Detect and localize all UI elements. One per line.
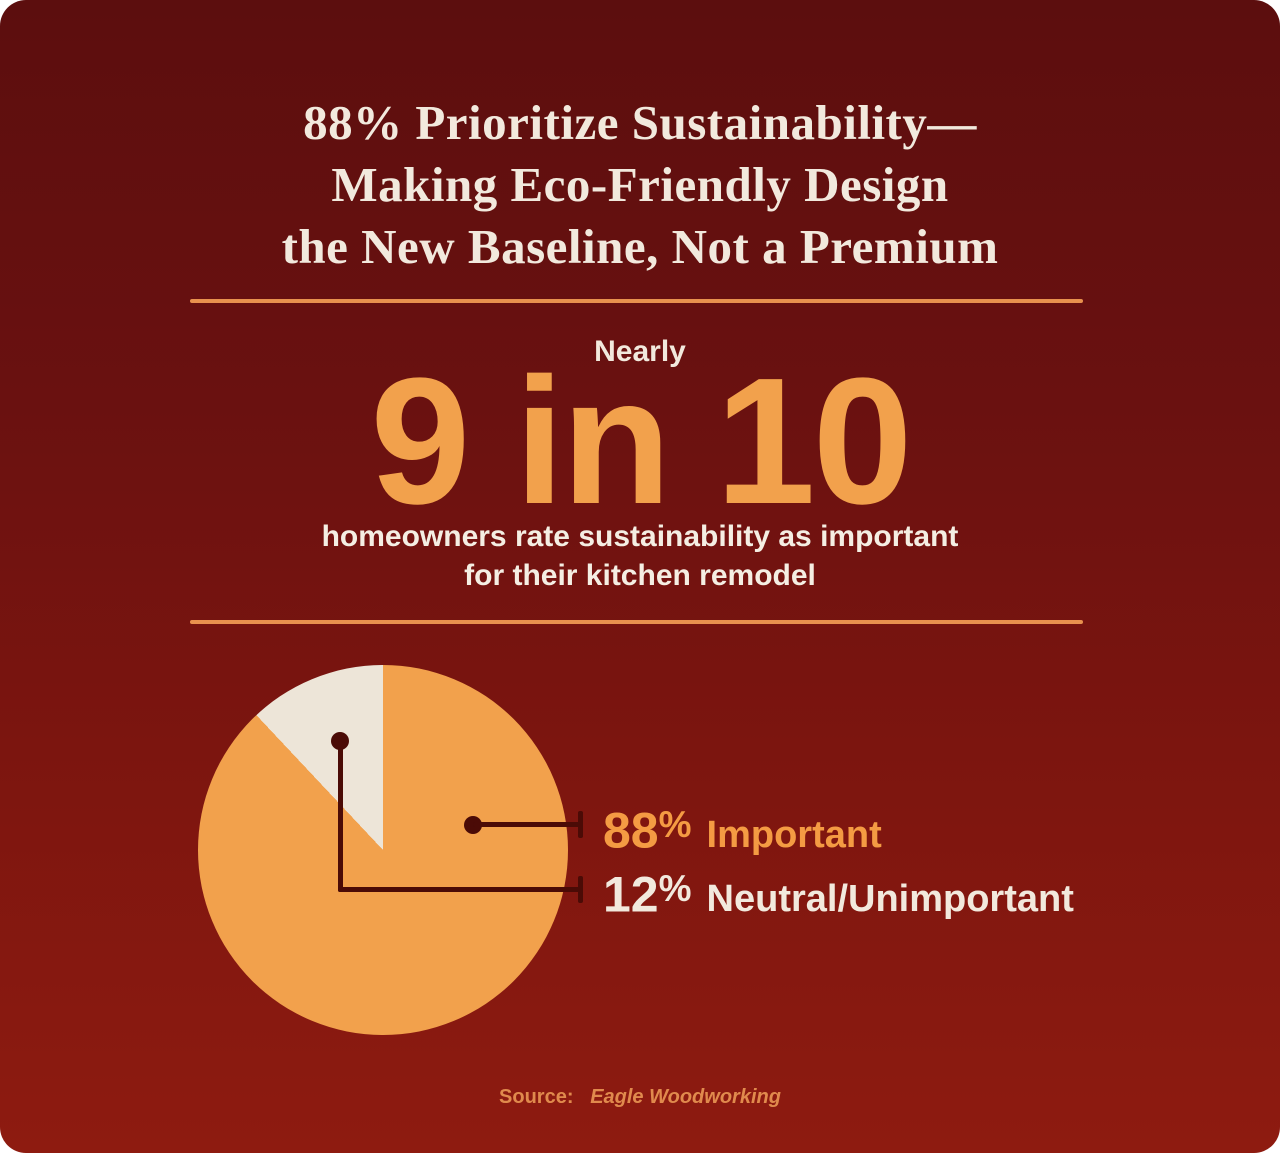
stat-big-number: 9 in 10	[370, 341, 912, 542]
source-name: Eagle Woodworking	[590, 1086, 781, 1108]
title-line-2: Making Eco-Friendly Design	[331, 156, 949, 212]
source-prefix: Source:	[499, 1086, 574, 1108]
stat-description: homeowners rate sustainability as import…	[0, 517, 1280, 595]
stat-description-line-2: for their kitchen remodel	[464, 559, 816, 592]
legend-item-important: 88% Important	[603, 800, 882, 857]
callout-tick-important	[578, 811, 583, 838]
percent-sign: %	[658, 804, 692, 845]
title-line-3: the New Baseline, Not a Premium	[281, 218, 999, 274]
legend-item-neutral: 12% Neutral/Unimportant	[603, 864, 1074, 921]
percent-sign: %	[658, 868, 692, 909]
divider-top	[190, 299, 1083, 303]
source-line: Source: Eagle Woodworking	[0, 1086, 1280, 1108]
callout-line-important	[473, 822, 582, 827]
callout-tick-neutral	[578, 876, 583, 903]
legend-label-neutral: Neutral/Unimportant	[706, 878, 1074, 921]
pie-chart	[198, 665, 568, 1035]
legend-label-important: Important	[706, 814, 882, 857]
divider-bottom	[190, 620, 1083, 624]
spacer	[579, 1086, 585, 1108]
callout-line-neutral-vertical	[338, 741, 343, 892]
page-title: 88% Prioritize Sustainability— Making Ec…	[0, 92, 1280, 278]
legend-value-important: 88%	[603, 802, 692, 859]
stat-description-line-1: homeowners rate sustainability as import…	[321, 520, 959, 553]
callout-line-neutral-horizontal	[338, 887, 582, 892]
legend-value-neutral: 12%	[603, 866, 692, 923]
title-line-1: 88% Prioritize Sustainability—	[303, 94, 977, 150]
stat-kicker: Nearly	[594, 335, 686, 368]
